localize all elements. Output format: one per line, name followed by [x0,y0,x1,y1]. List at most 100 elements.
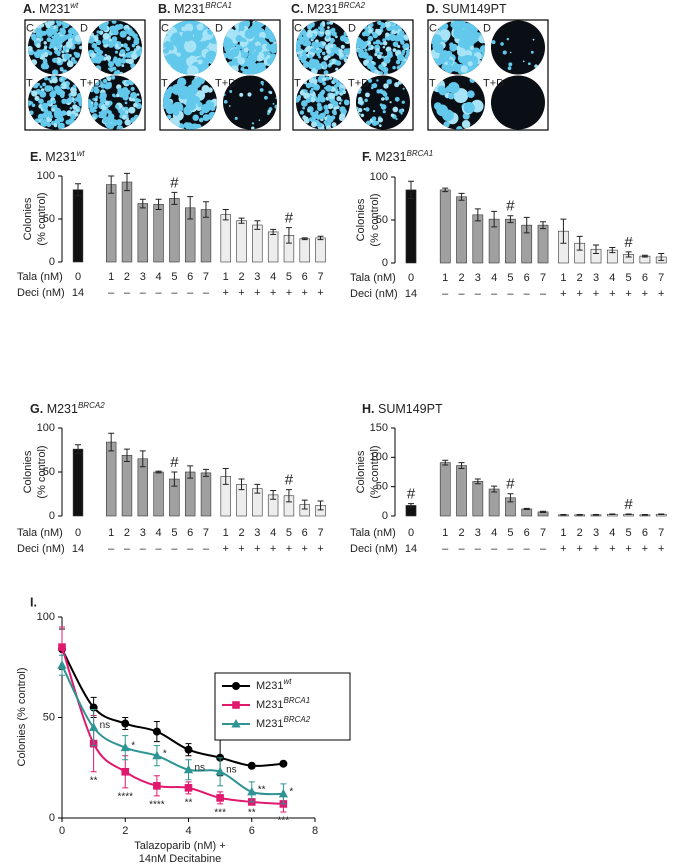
bar [439,462,451,517]
colony [342,48,350,56]
bar [299,238,310,263]
colony [251,122,255,125]
y-axis-label: Colonies [22,450,34,493]
colonies [223,80,277,130]
colony [166,42,174,51]
y-tick-label: 0 [382,510,388,522]
bar [153,204,164,263]
colony [49,41,56,49]
row-label: Deci (nM) [17,543,65,555]
colony [61,98,67,104]
colony [376,79,379,82]
colony [224,39,232,47]
deci-label: – [491,288,498,300]
x-tick-label: 3 [475,272,481,284]
colony [172,119,180,126]
colony [34,95,40,102]
colony [125,28,129,32]
colony [94,109,97,113]
deci-label: – [540,543,547,555]
colony [522,60,525,63]
bar [121,181,133,263]
colony [72,84,77,89]
error-bar [301,237,308,241]
colony [98,23,106,31]
y-axis-label: Colonies [355,450,367,493]
colony [100,83,106,89]
colony [311,24,315,28]
row-label: Tala (nM) [17,271,63,283]
colony [371,116,377,122]
deci-label: + [625,288,631,300]
colony [41,102,49,110]
colony [130,53,138,60]
colony [303,89,307,92]
marker [215,766,225,776]
error-bar [625,251,632,258]
deci-label: + [609,543,615,555]
colony [194,82,200,87]
colony [40,55,45,60]
quadrant-label: C [429,22,437,34]
colony [333,88,337,92]
deci-label: – [108,287,115,299]
colony [95,39,102,46]
deci-label: + [642,543,648,555]
x-tick-label: 7 [317,527,323,539]
colony [46,85,53,92]
error-bar [523,507,530,511]
colony [79,45,82,50]
deci-label: + [576,288,582,300]
error-bar [408,503,414,508]
x-tick-label: 6 [302,527,308,539]
colony [500,42,504,46]
colony [73,101,76,104]
colony [265,29,273,37]
error-bar [222,209,229,221]
x-tick-label: 1 [442,527,448,539]
error-bar [523,216,530,234]
colony [326,115,334,123]
x-tick-label: 1 [108,527,114,539]
quadrant-label: D [215,22,223,34]
colony [323,120,327,124]
colony [121,53,126,57]
colony [243,70,249,75]
legend-name: M231 [256,718,284,730]
colony [394,82,400,88]
colony [378,124,382,128]
plate-name: M231 [307,2,338,16]
deci-label: – [524,288,531,300]
error-bar [202,468,209,477]
bar [315,237,326,263]
colony [115,93,120,98]
colony [42,82,47,87]
colony [307,109,311,113]
colony [377,117,383,123]
error-bar [458,462,465,469]
colony [260,80,264,85]
x-tick-label: 3 [593,527,599,539]
label: C. M231BRCA2 [291,1,365,17]
colony [272,102,275,105]
deci-label: – [124,543,131,555]
colony [249,62,258,71]
colony [115,104,120,109]
letter: C. [291,2,304,16]
error-bar [540,221,547,230]
colony [58,48,62,51]
colony [311,112,319,120]
colony [120,57,127,64]
x-tick-label: 7 [203,271,209,283]
colony [56,50,61,55]
colony [335,91,339,94]
deci-label: – [171,287,178,299]
error-bar [560,218,567,244]
colony [248,26,258,36]
colony [311,41,318,48]
x-tick-label: 2 [124,527,130,539]
legend-marker [232,701,240,709]
marker [120,742,130,752]
colony [258,36,265,43]
